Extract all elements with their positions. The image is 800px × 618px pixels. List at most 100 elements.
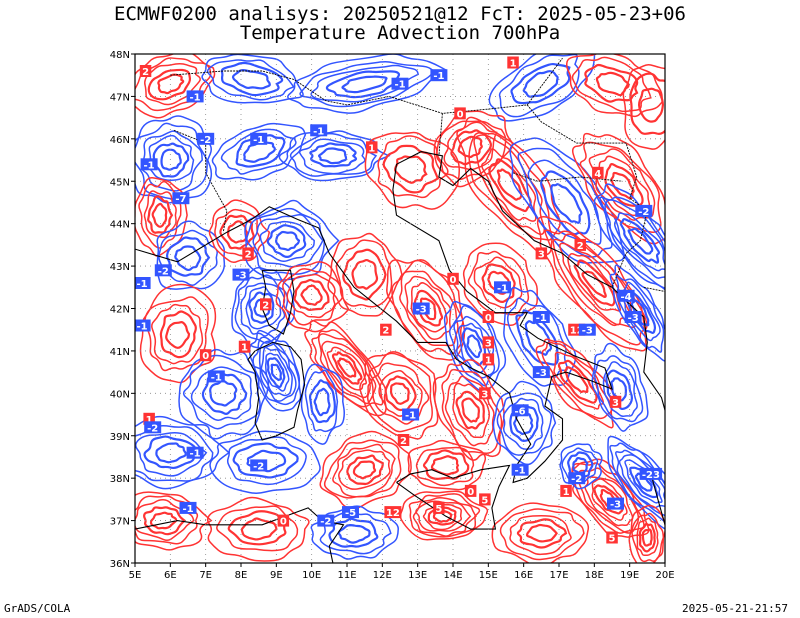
contour-line-cold — [319, 511, 392, 555]
contour-line-cold — [143, 435, 197, 470]
contour-line-cold — [619, 218, 661, 264]
contour-line-warm — [135, 491, 213, 551]
contour-line-warm — [441, 368, 503, 454]
contour-line-cold — [182, 354, 261, 430]
contour-label-box — [479, 493, 491, 506]
contour-cluster-cold — [488, 54, 596, 122]
contour-label-box — [482, 336, 495, 349]
contour-line-cold — [550, 183, 583, 224]
contour-line-cold — [135, 115, 213, 204]
contour-line-warm — [226, 220, 249, 244]
contour-line-cold — [266, 224, 307, 259]
contour-cluster-warm — [432, 359, 505, 461]
coastline — [261, 269, 295, 335]
contour-line-warm — [337, 357, 357, 378]
contour-line-warm — [151, 202, 168, 228]
contour-line-cold — [496, 392, 553, 456]
contour-line-warm — [467, 250, 530, 316]
contour-line-warm — [143, 506, 187, 536]
contour-line-warm — [135, 495, 199, 545]
contour-line-cold — [135, 425, 214, 482]
contour-label: -1 — [211, 372, 222, 383]
contour-line-warm — [571, 458, 650, 538]
y-tick-label: 46N — [110, 135, 130, 146]
x-tick-label: 8E — [235, 570, 248, 581]
contour-line-cold — [211, 122, 307, 181]
contour-line-cold — [627, 227, 654, 255]
contour-line-warm — [332, 443, 396, 498]
x-tick-label: 6E — [164, 570, 177, 581]
contour-line-cold — [220, 61, 284, 97]
contour-line-cold — [244, 199, 340, 281]
contour-label-layer: 2-1-1-2-1-1-101-1-7-1-2 -32-101-12-30-112… — [135, 56, 663, 545]
contour-line-warm — [584, 476, 634, 527]
contour-line-warm — [584, 63, 639, 103]
contour-line-cold — [270, 363, 282, 382]
contour-line-cold — [206, 59, 295, 101]
contour-label: 1 — [368, 143, 375, 154]
contour-line-warm — [468, 132, 553, 241]
contour-line-cold — [160, 148, 182, 171]
contour-line-cold — [602, 361, 638, 418]
contour-cluster-warm — [399, 490, 489, 541]
contour-label-box — [454, 107, 466, 120]
contour-line-warm — [571, 56, 652, 113]
contour-line-cold — [304, 369, 339, 433]
contour-cluster-warm — [456, 116, 561, 256]
coastline — [396, 464, 511, 530]
contour-label: -1 — [394, 80, 405, 91]
contour-line-warm — [456, 116, 561, 256]
contour-label: 12 — [570, 326, 584, 337]
contour-label: 1 — [510, 59, 517, 70]
contour-line-cold — [593, 355, 644, 423]
x-tick-label: 15E — [479, 570, 498, 581]
contour-label: 4 — [594, 169, 601, 180]
contour-label-box — [179, 501, 197, 514]
contour-line-cold — [615, 275, 665, 353]
contour-cluster-warm — [206, 496, 310, 562]
x-tick-label: 10E — [302, 570, 321, 581]
contour-label-box — [342, 506, 359, 519]
contour-line-cold — [503, 286, 577, 387]
contour-line-cold — [264, 352, 290, 392]
contour-line-cold — [201, 371, 248, 415]
contour-label-box — [186, 90, 204, 103]
contour-line-cold — [220, 128, 297, 175]
contour-line-warm — [413, 289, 444, 327]
contour-label-box — [609, 395, 622, 408]
contour-line-cold — [492, 380, 557, 466]
contour-label: -1 — [405, 411, 416, 422]
contour-line-cold — [209, 379, 238, 407]
contour-label-box — [578, 323, 596, 336]
contour-line-warm — [323, 439, 402, 499]
contour-line-warm — [491, 502, 590, 563]
contour-line-warm — [399, 270, 459, 347]
contour-line-cold — [561, 447, 599, 484]
contour-label: -1 — [433, 71, 444, 82]
contour-label-box — [511, 404, 529, 417]
y-tick-label: 47N — [110, 92, 130, 103]
y-tick-label: 43N — [110, 262, 130, 273]
title-line-1: ECMWF0200 analisys: 20250521@12 FcT: 202… — [114, 3, 686, 25]
contour-label-box — [242, 247, 254, 260]
contour-label: -1 — [182, 504, 193, 515]
contour-label-box — [207, 370, 225, 383]
contour-label-box — [402, 408, 420, 421]
contour-label: -2 — [638, 207, 649, 218]
contour-line-warm — [430, 455, 460, 476]
contour-label-box — [494, 281, 511, 294]
contour-cluster-warm — [628, 504, 665, 563]
contour-line-cold — [226, 436, 307, 486]
contour-cluster-cold — [300, 363, 345, 445]
contour-cluster-warm — [536, 215, 648, 352]
contour-label-box — [397, 434, 410, 446]
contour-label-box — [277, 514, 290, 527]
contour-label: 0 — [202, 351, 209, 362]
contour-line-warm — [227, 510, 287, 546]
contour-line-cold — [559, 443, 603, 490]
contour-line-warm — [432, 510, 453, 523]
contour-label-box — [154, 264, 172, 277]
contour-label: -1 — [190, 92, 201, 103]
contour-label: -1 — [137, 279, 148, 290]
contour-label: -1 — [137, 322, 148, 333]
